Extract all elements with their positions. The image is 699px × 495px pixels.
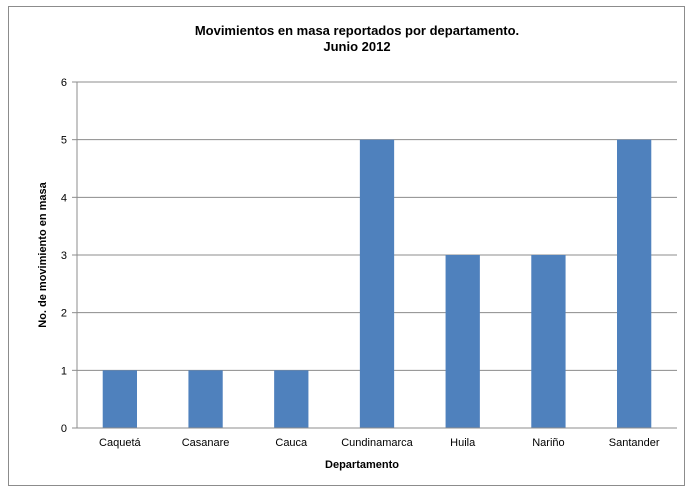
y-tick-label: 5 — [61, 135, 67, 147]
bar — [102, 370, 137, 428]
x-tick-label: Casanare — [182, 437, 230, 449]
x-tick-labels: Caquetá Casanare Cauca Cundinamarca Huila Nar… — [99, 437, 660, 449]
bar — [445, 255, 480, 428]
x-axis-label: Departamento — [325, 459, 399, 471]
chart-subtitle: Junio 2012 — [323, 39, 390, 54]
y-tick-label: 1 — [61, 365, 67, 377]
y-tick-labels: 0 1 2 3 4 5 6 — [61, 77, 67, 435]
bar — [617, 139, 652, 428]
y-tick-label: 2 — [61, 308, 67, 320]
y-tick-label: 6 — [61, 77, 67, 89]
y-tick-label: 0 — [61, 423, 67, 435]
x-tick-label: Cauca — [275, 437, 308, 449]
x-tick-label: Cundinamarca — [341, 437, 413, 449]
bar — [188, 370, 223, 428]
axes — [76, 82, 677, 429]
bars — [102, 139, 652, 428]
bar — [274, 370, 309, 428]
y-axis-label: No. de movimiento en masa — [37, 181, 49, 327]
x-tick-label: Caquetá — [99, 437, 141, 449]
x-tick-label: Santander — [609, 437, 660, 449]
x-tick-label: Nariño — [532, 437, 564, 449]
y-tick-label: 3 — [61, 250, 67, 262]
chart-title: Movimientos en masa reportados por depar… — [195, 23, 519, 38]
x-tick-label: Huila — [450, 437, 476, 449]
y-tick-label: 4 — [61, 192, 67, 204]
bar — [359, 139, 395, 428]
bar — [531, 255, 566, 428]
